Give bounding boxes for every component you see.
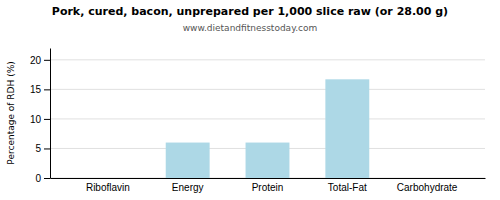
x-tick: Total-Fat <box>328 182 367 193</box>
bar <box>86 178 130 179</box>
x-tick-label: Energy <box>172 182 204 193</box>
title: Pork, cured, bacon, unprepared per 1,000… <box>52 5 448 18</box>
y-tick-mark <box>44 148 50 149</box>
x-axis-line <box>51 178 486 179</box>
bar <box>325 79 369 178</box>
plot: 0 5 10 15 20 Riboflavin Energy Protein Total-Fat… <box>30 49 486 194</box>
y-tick: 20 <box>30 55 50 66</box>
x-tick-label: Carbohydrate <box>397 182 458 193</box>
y-tick-mark <box>44 178 50 179</box>
y-tick: 0 <box>35 173 50 184</box>
x-axis: Riboflavin Energy Protein Total-Fat Carbohyd… <box>51 179 486 194</box>
bar <box>166 143 210 178</box>
y-axis-title: Percentage of RDH (%) <box>6 61 16 164</box>
grid-line <box>50 59 485 60</box>
y-tick-label: 10 <box>30 114 42 125</box>
y-tick-label: 5 <box>35 143 41 154</box>
y-tick: 15 <box>30 84 50 95</box>
y-tick: 10 <box>30 114 50 125</box>
y-tick-label: 0 <box>35 173 41 184</box>
y-axis-line <box>50 49 51 179</box>
bars <box>166 79 370 178</box>
x-tick: Carbohydrate <box>397 182 458 193</box>
grid-line <box>50 89 485 90</box>
bar <box>246 143 290 178</box>
chart: Pork, cured, bacon, unprepared per 1,000… <box>0 0 500 200</box>
x-tick-label: Total-Fat <box>328 182 367 193</box>
y-tick-mark <box>44 119 50 120</box>
subtitle: www.dietandfitnesstoday.com <box>183 23 318 33</box>
y-tick-label: 20 <box>30 55 42 66</box>
x-tick: Protein <box>252 182 284 193</box>
y-tick-mark <box>44 60 50 61</box>
grid <box>50 60 485 178</box>
x-tick: Riboflavin <box>86 182 130 193</box>
grid-line <box>50 118 485 119</box>
y-tick: 5 <box>35 143 50 154</box>
y-tick-label: 15 <box>30 84 42 95</box>
x-tick: Energy <box>172 182 204 193</box>
x-tick-label: Riboflavin <box>86 182 130 193</box>
bar <box>405 178 449 179</box>
y-tick-mark <box>44 89 50 90</box>
x-tick-label: Protein <box>252 182 284 193</box>
y-axis: 0 5 10 15 20 <box>30 49 51 184</box>
